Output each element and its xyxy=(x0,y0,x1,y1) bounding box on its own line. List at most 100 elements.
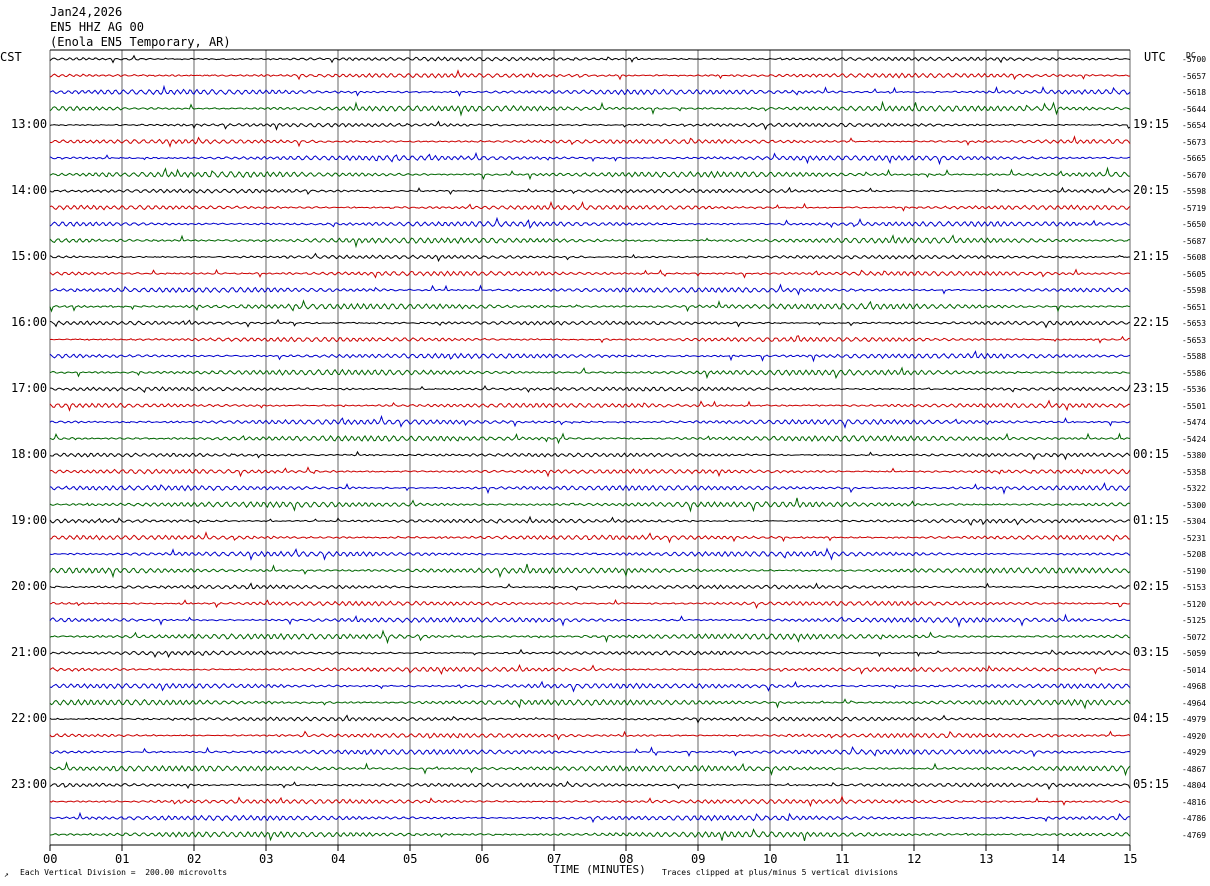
trace-40 xyxy=(49,714,1131,724)
trace-42 xyxy=(49,745,1131,758)
trace-47 xyxy=(49,828,1131,842)
left-hour-label: 20:00 xyxy=(11,579,48,593)
trace-45 xyxy=(49,794,1131,808)
trace-34 xyxy=(49,613,1131,628)
trace-41 xyxy=(49,730,1131,741)
right-hour-label: 20:15 xyxy=(1133,183,1170,197)
dc-offset-label: -5657 xyxy=(1182,71,1207,81)
dc-offset-label: -5501 xyxy=(1182,401,1207,411)
minute-gridlines xyxy=(49,49,1131,846)
trace-5 xyxy=(49,135,1131,148)
x-tick-label: 02 xyxy=(187,852,202,866)
x-tick-label: 08 xyxy=(619,852,634,866)
left-timezone-label: CST xyxy=(0,50,22,64)
x-tick-label: 01 xyxy=(115,852,130,866)
trace-20 xyxy=(49,384,1131,393)
trace-28 xyxy=(49,515,1131,526)
dc-offset-label: -4979 xyxy=(1182,715,1207,724)
dc-offset-label: -5673 xyxy=(1182,137,1207,147)
dc-offset-label: -5719 xyxy=(1182,203,1207,213)
x-axis-ticks xyxy=(49,845,1131,851)
dc-offset-label: -5653 xyxy=(1182,335,1207,345)
trace-16 xyxy=(49,318,1131,329)
dc-offset-label: -5618 xyxy=(1182,88,1207,97)
left-hour-label: 22:00 xyxy=(11,711,48,725)
right-hour-label: 22:15 xyxy=(1133,315,1170,329)
x-tick-label: 11 xyxy=(835,852,850,866)
dc-offset-label: -5358 xyxy=(1182,467,1207,477)
dc-offset-label: -5608 xyxy=(1182,253,1207,262)
x-tick-label: 03 xyxy=(259,852,274,866)
trace-6 xyxy=(49,151,1131,166)
trace-35 xyxy=(49,629,1131,645)
left-hour-label: 17:00 xyxy=(11,381,48,395)
dc-offset-label: -5653 xyxy=(1182,319,1207,328)
dc-offset-label: -4920 xyxy=(1182,731,1207,741)
dc-offset-label: -4804 xyxy=(1182,781,1207,790)
trace-4 xyxy=(49,120,1131,131)
x-axis-label: TIME (MINUTES) xyxy=(553,863,646,876)
left-hour-label: 16:00 xyxy=(11,315,48,329)
compass-mark: ↗ xyxy=(4,870,9,879)
dc-offset-label: -5300 xyxy=(1182,500,1207,510)
trace-9 xyxy=(49,200,1131,212)
x-tick-label: 13 xyxy=(979,852,994,866)
dc-offset-label: -5605 xyxy=(1182,269,1207,279)
trace-39 xyxy=(49,698,1131,710)
left-hour-label: 15:00 xyxy=(11,249,48,263)
trace-38 xyxy=(49,680,1131,693)
trace-2 xyxy=(49,84,1131,97)
left-hour-label: 23:00 xyxy=(11,777,48,791)
right-hour-label: 00:15 xyxy=(1133,447,1170,461)
x-tick-label: 10 xyxy=(763,852,778,866)
trace-3 xyxy=(49,100,1131,117)
left-hour-label: 19:00 xyxy=(11,513,48,527)
dc-offset-label: -4786 xyxy=(1182,814,1207,823)
right-hour-label: 02:15 xyxy=(1133,579,1170,593)
trace-19 xyxy=(49,366,1131,380)
dc-offset-label: -5687 xyxy=(1182,236,1207,246)
dc-offset-label: -5598 xyxy=(1182,187,1207,196)
trace-10 xyxy=(49,216,1131,229)
dc-offset-label: -5650 xyxy=(1182,220,1207,229)
trace-43 xyxy=(49,761,1131,777)
trace-14 xyxy=(49,283,1131,296)
dc-offset-label: -5670 xyxy=(1182,170,1207,180)
right-hour-label: 01:15 xyxy=(1133,513,1170,527)
trace-23 xyxy=(49,432,1131,445)
trace-31 xyxy=(49,563,1131,579)
dc-offset-label: -5536 xyxy=(1182,385,1207,394)
dc-offset-label: -5059 xyxy=(1182,649,1207,658)
trace-15 xyxy=(49,299,1131,313)
trace-24 xyxy=(49,450,1131,461)
dc-offset-label: -5072 xyxy=(1182,632,1207,642)
x-tick-label: 14 xyxy=(1051,852,1066,866)
right-hour-label: 19:15 xyxy=(1133,117,1170,131)
right-hour-label: 03:15 xyxy=(1133,645,1170,659)
trace-13 xyxy=(49,268,1131,279)
x-tick-label: 09 xyxy=(691,852,706,866)
trace-27 xyxy=(49,497,1131,513)
trace-18 xyxy=(49,350,1131,363)
dc-offset-label: -5644 xyxy=(1182,104,1207,114)
location-label: (Enola EN5 Temporary, AR) xyxy=(50,35,231,49)
right-hour-label: 04:15 xyxy=(1133,711,1170,725)
clip-note: Traces clipped at plus/minus 5 vertical … xyxy=(662,868,899,877)
dc-offset-label: -5651 xyxy=(1182,302,1207,312)
dc-offset-label: -5588 xyxy=(1182,352,1207,361)
dc-offset-label: -4816 xyxy=(1182,797,1207,807)
dc-offset-label: -5190 xyxy=(1182,566,1207,576)
dc-offset-label: -5700 xyxy=(1182,55,1207,64)
dc-offset-label: -5120 xyxy=(1182,599,1207,609)
trace-30 xyxy=(49,547,1131,561)
dc-offset-label: -5586 xyxy=(1182,368,1207,378)
dc-offset-label: -5208 xyxy=(1182,550,1207,559)
dc-offset-label: -4964 xyxy=(1182,698,1207,708)
left-hour-label: 14:00 xyxy=(11,183,48,197)
right-timezone-label: UTC xyxy=(1144,50,1166,64)
station-label: EN5 HHZ AG 00 xyxy=(50,20,144,34)
scale-note: Each Vertical Division = 200.00 microvol… xyxy=(20,868,228,877)
dc-offset-label: -5304 xyxy=(1182,517,1207,526)
dc-offset-label: -5231 xyxy=(1182,533,1207,543)
